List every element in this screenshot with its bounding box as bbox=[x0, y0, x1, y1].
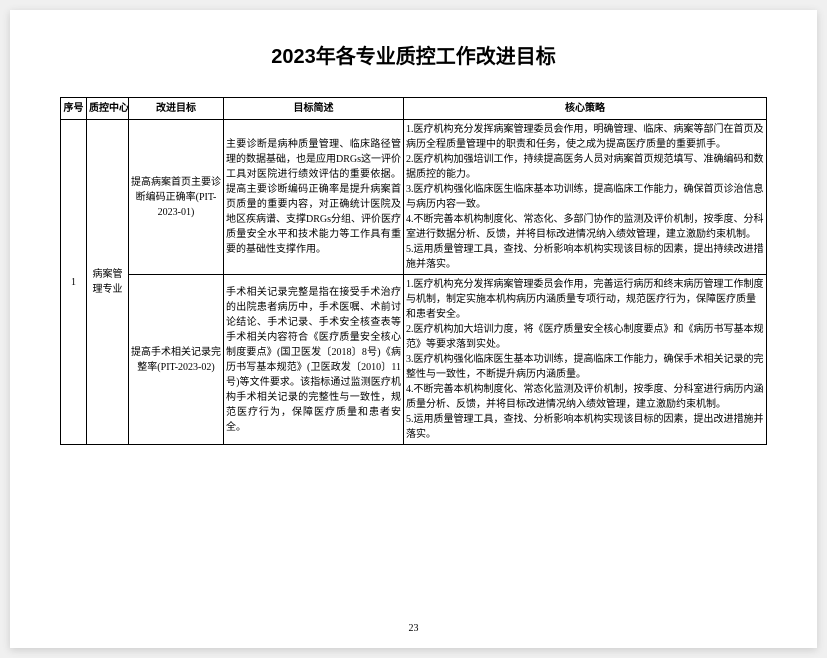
cell-seq: 1 bbox=[61, 120, 87, 445]
header-strategy: 核心策略 bbox=[404, 98, 767, 120]
cell-goal-2: 提高手术相关记录完整率(PIT-2023-02) bbox=[129, 275, 224, 445]
page-number: 23 bbox=[10, 623, 817, 634]
page-title: 2023年各专业质控工作改进目标 bbox=[60, 40, 767, 69]
cell-strategy-1: 1.医疗机构充分发挥病案管理委员会作用，明确管理、临床、病案等部门在首页及病历全… bbox=[404, 120, 767, 275]
table-row: 提高手术相关记录完整率(PIT-2023-02) 手术相关记录完整是指在接受手术… bbox=[61, 275, 767, 445]
quality-control-table: 序号 质控中心 改进目标 目标简述 核心策略 1 病案管理专业 提高病案首页主要… bbox=[60, 97, 767, 445]
header-seq: 序号 bbox=[61, 98, 87, 120]
cell-center: 病案管理专业 bbox=[87, 120, 129, 445]
table-row: 1 病案管理专业 提高病案首页主要诊断编码正确率(PIT-2023-01) 主要… bbox=[61, 120, 767, 275]
document-page: 2023年各专业质控工作改进目标 序号 质控中心 改进目标 目标简述 核心策略 … bbox=[10, 10, 817, 648]
cell-strategy-2: 1.医疗机构充分发挥病案管理委员会作用，完善运行病历和终末病历管理工作制度与机制… bbox=[404, 275, 767, 445]
cell-desc-1: 主要诊断是病种质量管理、临床路径管理的数据基础，也是应用DRGs这一评价工具对医… bbox=[224, 120, 404, 275]
table-header-row: 序号 质控中心 改进目标 目标简述 核心策略 bbox=[61, 98, 767, 120]
header-center: 质控中心 bbox=[87, 98, 129, 120]
cell-goal-1: 提高病案首页主要诊断编码正确率(PIT-2023-01) bbox=[129, 120, 224, 275]
header-desc: 目标简述 bbox=[224, 98, 404, 120]
cell-desc-2: 手术相关记录完整是指在接受手术治疗的出院患者病历中，手术医嘱、术前讨论结论、手术… bbox=[224, 275, 404, 445]
header-goal: 改进目标 bbox=[129, 98, 224, 120]
